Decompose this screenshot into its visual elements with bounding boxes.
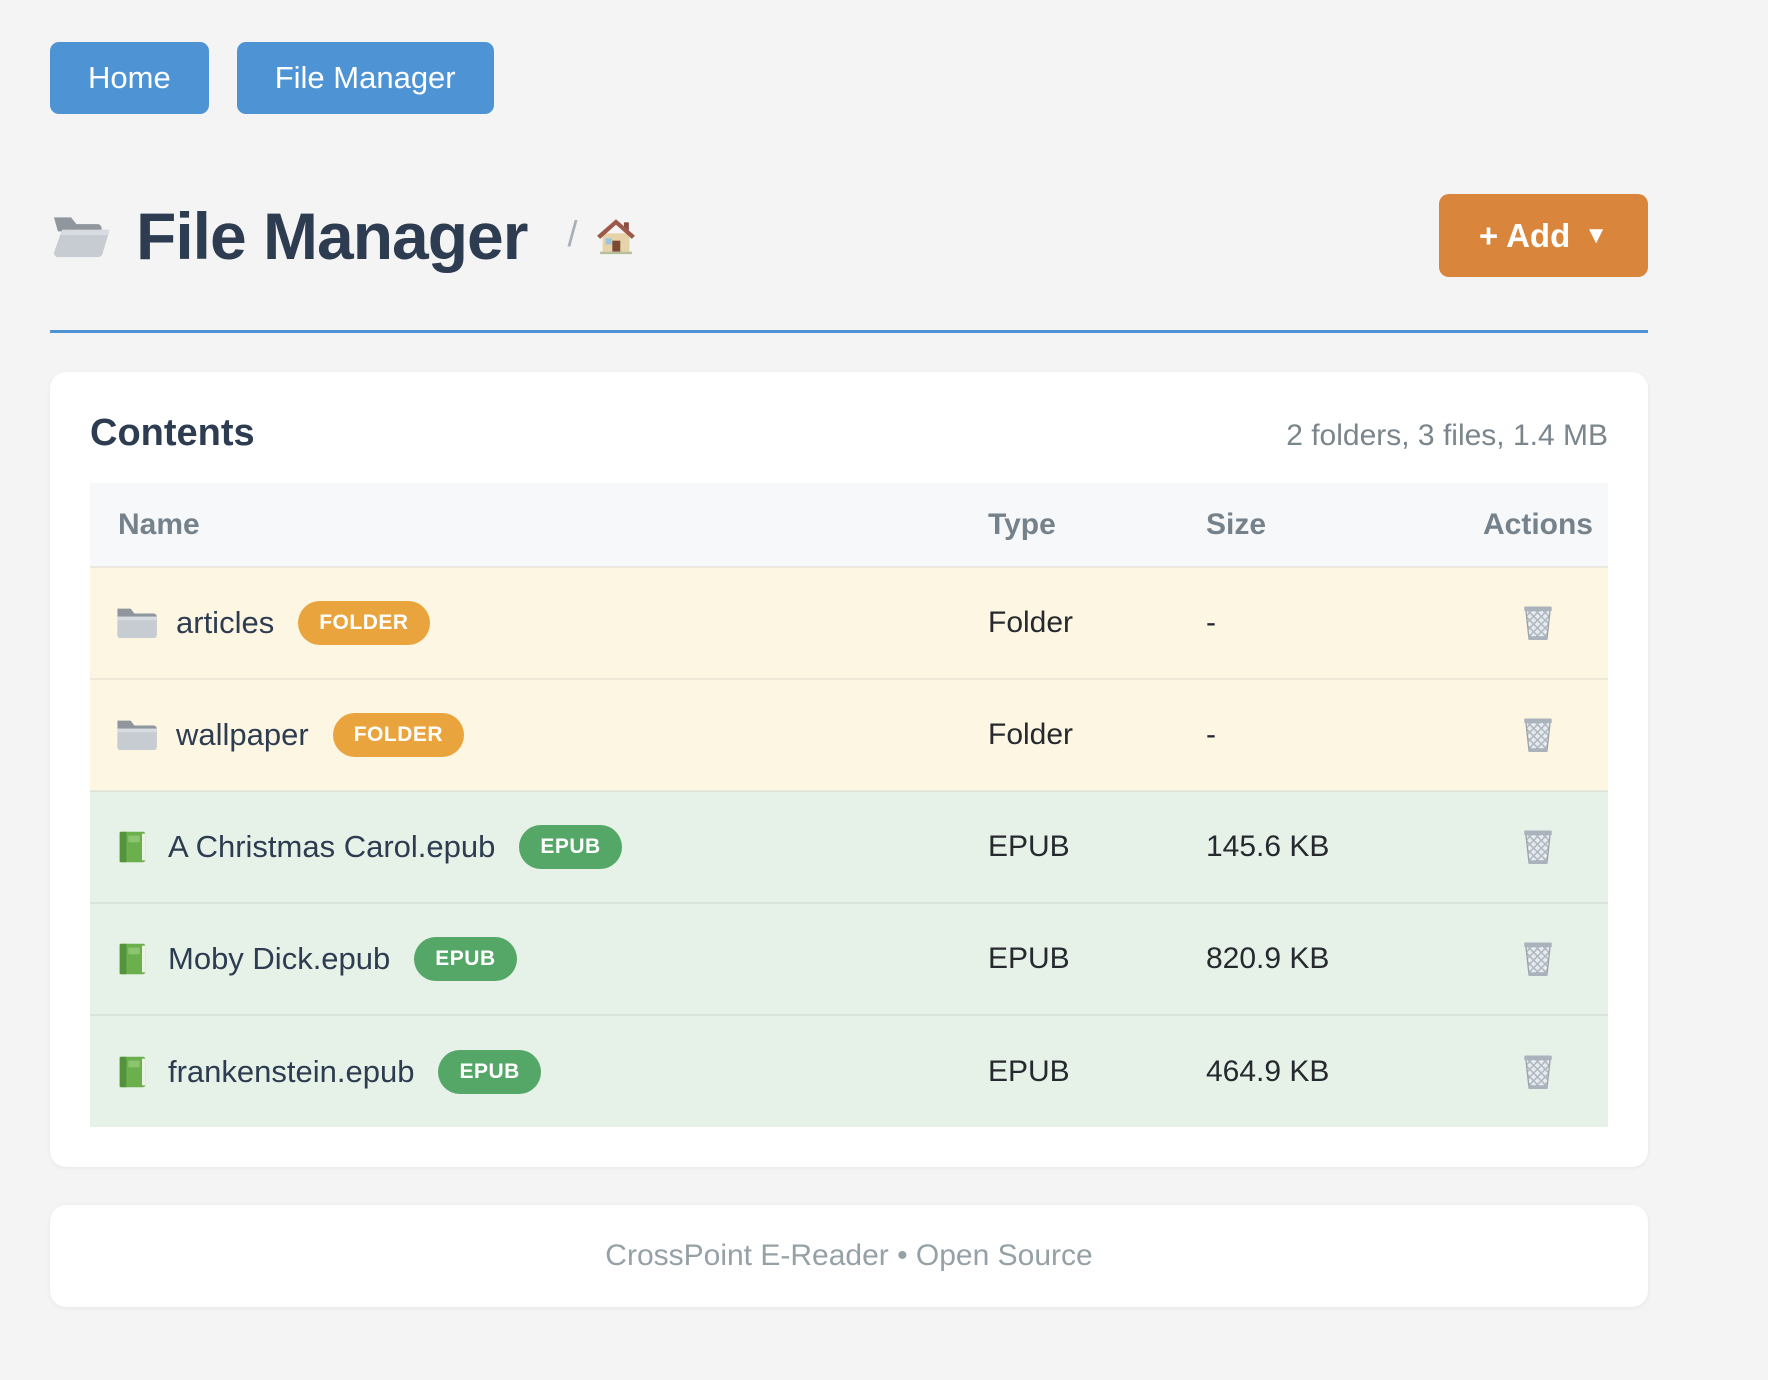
trash-icon [1524, 718, 1552, 752]
breadcrumb-separator: / [567, 212, 578, 254]
trash-icon [1524, 942, 1552, 976]
file-name[interactable]: frankenstein.epub [168, 1053, 415, 1089]
type-cell: Folder [988, 606, 1074, 639]
delete-button[interactable] [1514, 597, 1562, 649]
page: Home File Manager File Manager / [50, 0, 1648, 1307]
type-cell: EPUB [988, 830, 1070, 863]
add-button-label: + Add [1478, 216, 1571, 254]
contents-summary: 2 folders, 3 files, 1.4 MB [1286, 419, 1608, 452]
contents-card: Contents 2 folders, 3 files, 1.4 MB Name… [50, 372, 1648, 1167]
open-folder-icon [54, 216, 110, 257]
page-header: File Manager / + Add ▼ [50, 194, 1648, 277]
trash-icon [1524, 830, 1552, 864]
book-icon [119, 1056, 146, 1087]
file-name[interactable]: A Christmas Carol.epub [168, 829, 496, 864]
table-header-row: Name Type Size Actions [90, 483, 1608, 567]
type-badge: FOLDER [332, 713, 465, 757]
column-header-actions: Actions [1458, 483, 1608, 567]
trash-icon [1524, 606, 1552, 640]
delete-button[interactable] [1514, 709, 1562, 761]
delete-button[interactable] [1514, 933, 1562, 985]
book-icon [119, 831, 146, 863]
breadcrumb: / [567, 213, 639, 259]
home-icon[interactable] [593, 215, 639, 259]
size-cell: - [1206, 718, 1216, 751]
column-header-name: Name [90, 483, 960, 567]
type-cell: EPUB [988, 942, 1070, 975]
size-cell: - [1206, 606, 1216, 639]
type-cell: EPUB [988, 1054, 1070, 1088]
column-header-type: Type [960, 483, 1178, 567]
files-table: Name Type Size Actions articles FOLDER F… [90, 483, 1608, 1127]
file-name[interactable]: wallpaper [176, 717, 309, 752]
add-button[interactable]: + Add ▼ [1438, 194, 1648, 277]
caret-down-icon: ▼ [1584, 221, 1608, 249]
size-cell: 820.9 KB [1206, 942, 1330, 975]
folder-icon [117, 608, 157, 638]
nav-file-manager-button[interactable]: File Manager [236, 42, 494, 114]
column-header-size: Size [1178, 483, 1458, 567]
file-name[interactable]: articles [176, 605, 275, 640]
trash-icon [1524, 1055, 1552, 1089]
table-row[interactable]: wallpaper FOLDER Folder - [90, 679, 1608, 791]
table-row[interactable]: A Christmas Carol.epub EPUB EPUB 145.6 K… [90, 791, 1608, 903]
delete-button[interactable] [1514, 1046, 1562, 1098]
file-name[interactable]: Moby Dick.epub [168, 941, 391, 976]
size-cell: 145.6 KB [1206, 830, 1330, 863]
type-badge: EPUB [414, 937, 517, 981]
nav-home-button[interactable]: Home [50, 42, 209, 114]
footer: CrossPoint E-Reader • Open Source [50, 1205, 1648, 1307]
contents-heading: Contents [90, 412, 255, 454]
type-badge: EPUB [519, 825, 622, 869]
folder-icon [117, 720, 157, 750]
delete-button[interactable] [1514, 821, 1562, 873]
title-divider [50, 330, 1648, 333]
table-row[interactable]: Moby Dick.epub EPUB EPUB 820.9 KB [90, 903, 1608, 1015]
page-title: File Manager [136, 198, 528, 273]
size-cell: 464.9 KB [1206, 1054, 1330, 1088]
nav-bar: Home File Manager [50, 0, 1648, 114]
type-badge: EPUB [438, 1049, 541, 1094]
book-icon [119, 943, 146, 975]
type-badge: FOLDER [298, 601, 430, 645]
table-row[interactable]: articles FOLDER Folder - [90, 567, 1608, 679]
footer-text: CrossPoint E-Reader • Open Source [605, 1239, 1093, 1272]
type-cell: Folder [988, 718, 1074, 751]
table-row[interactable]: frankenstein.epub EPUB EPUB 464.9 KB [90, 1015, 1608, 1127]
